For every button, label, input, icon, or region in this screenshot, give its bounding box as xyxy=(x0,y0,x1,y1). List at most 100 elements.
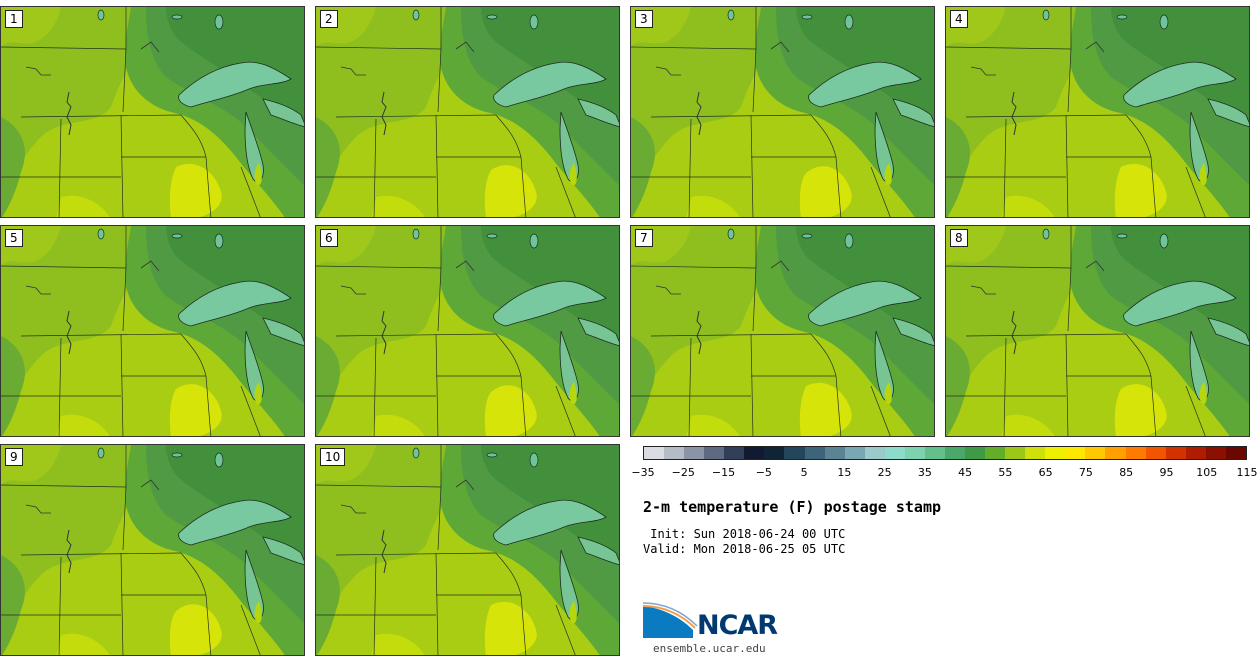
state-boundary xyxy=(1125,114,1152,158)
lake-icon xyxy=(727,228,735,240)
colorbar-swatch xyxy=(764,447,785,459)
colorbar-tick-label: 45 xyxy=(958,466,973,479)
lake-icon xyxy=(1116,14,1128,20)
colorbar-swatch xyxy=(924,447,945,459)
state-boundary xyxy=(122,486,127,551)
colorbar-swatch xyxy=(744,447,765,459)
state-boundary xyxy=(750,333,754,436)
lake-icon xyxy=(412,228,420,240)
logo-text: NCAR xyxy=(697,610,778,641)
state-boundary xyxy=(520,156,527,217)
colorbar-swatch xyxy=(1225,447,1246,459)
colorbar-swatch xyxy=(1205,447,1226,459)
panel-number: 1 xyxy=(5,10,23,28)
river xyxy=(340,504,366,514)
state-boundary xyxy=(335,552,497,556)
lake-superior xyxy=(1123,280,1237,327)
state-boundary xyxy=(240,604,261,655)
colorbar-tick-label: 35 xyxy=(917,466,932,479)
river xyxy=(696,91,702,136)
lake-icon xyxy=(486,14,498,20)
state-boundary xyxy=(520,594,527,655)
state-boundary xyxy=(1,46,127,50)
state-boundary xyxy=(1003,337,1007,436)
lake-icon xyxy=(844,233,854,249)
lake-icon xyxy=(486,233,498,239)
colorbar-swatch xyxy=(1085,447,1106,459)
colorbar-tick-label: −25 xyxy=(671,466,695,479)
lake-huron xyxy=(577,536,619,565)
lake-icon xyxy=(214,14,224,30)
river xyxy=(655,66,681,76)
state-boundary xyxy=(1,265,127,269)
lake-superior xyxy=(1123,61,1237,108)
colorbar-swatch xyxy=(1065,447,1086,459)
colorbar-tick-label: 95 xyxy=(1159,466,1174,479)
state-boundary xyxy=(240,166,261,217)
lake-huron xyxy=(262,536,304,565)
river xyxy=(66,529,72,574)
state-boundary xyxy=(688,337,692,436)
colorbar-swatch xyxy=(844,447,865,459)
state-boundary xyxy=(555,166,576,217)
lake-icon xyxy=(1116,233,1128,239)
state-boundary xyxy=(58,118,62,217)
state-boundary xyxy=(965,333,1127,337)
colorbar-tick-label: −35 xyxy=(631,466,655,479)
colorbar-tick-label: −5 xyxy=(755,466,772,479)
river xyxy=(25,504,51,514)
colorbar-tick-label: 25 xyxy=(877,466,892,479)
lake-icon xyxy=(171,452,183,458)
colorbar-tick-label: 85 xyxy=(1119,466,1134,479)
state-boundary xyxy=(335,114,497,118)
state-boundary xyxy=(1067,267,1072,332)
lake-icon xyxy=(97,9,105,21)
chart-title: 2-m temperature (F) postage stamp xyxy=(643,498,942,516)
lake xyxy=(455,479,475,491)
lake xyxy=(455,260,475,272)
state-boundary xyxy=(316,484,442,488)
state-boundary xyxy=(1125,333,1152,377)
state-boundary xyxy=(1065,114,1069,217)
init-time: Init: Sun 2018-06-24 00 UTC xyxy=(643,527,846,541)
lake-superior xyxy=(493,280,607,327)
river xyxy=(25,66,51,76)
state-boundary xyxy=(120,333,124,436)
state-boundary xyxy=(435,333,439,436)
state-boundary xyxy=(180,552,207,596)
panel-number: 8 xyxy=(950,229,968,247)
lake-superior xyxy=(493,61,607,108)
state-boundary xyxy=(631,46,757,50)
lake-icon xyxy=(529,14,539,30)
lake xyxy=(140,479,160,491)
colorbar-swatch xyxy=(944,447,965,459)
lake-huron xyxy=(1207,98,1249,127)
map-panel-1: 1 xyxy=(0,6,305,218)
river xyxy=(1011,91,1017,136)
state-boundary xyxy=(120,552,124,655)
lake-superior xyxy=(808,280,922,327)
colorbar-swatch xyxy=(864,447,885,459)
lake-huron xyxy=(1207,317,1249,346)
colorbar-tick-label: 105 xyxy=(1196,466,1218,479)
state-boundary xyxy=(180,333,207,377)
colorbar-swatch xyxy=(904,447,925,459)
panel-number: 2 xyxy=(320,10,338,28)
state-boundary xyxy=(752,48,757,113)
state-boundary xyxy=(240,385,261,436)
state-boundary xyxy=(437,486,442,551)
river xyxy=(340,285,366,295)
state-boundary xyxy=(316,265,442,269)
lake-icon xyxy=(97,228,105,240)
state-boundary xyxy=(122,48,127,113)
state-boundary xyxy=(555,604,576,655)
state-boundary xyxy=(946,46,1072,50)
state-boundary xyxy=(20,333,182,337)
lake xyxy=(770,41,790,53)
state-boundary xyxy=(650,333,812,337)
ncar-logo-icon xyxy=(643,602,698,638)
state-boundary xyxy=(58,337,62,436)
lake-huron xyxy=(262,98,304,127)
lake-icon xyxy=(1042,228,1050,240)
colorbar-swatch xyxy=(1005,447,1026,459)
